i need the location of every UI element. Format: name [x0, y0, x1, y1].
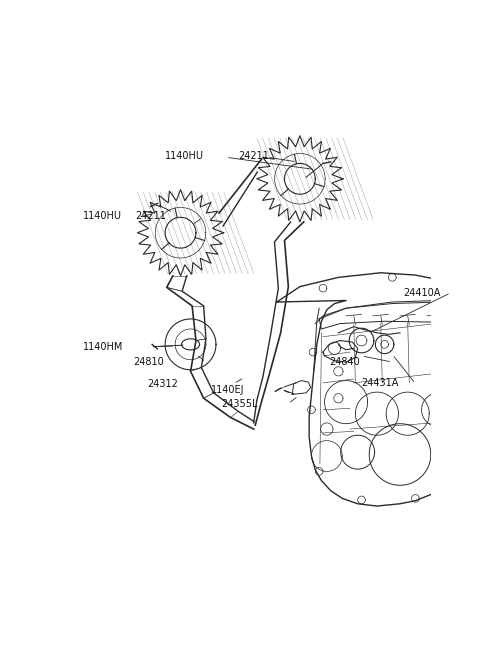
Text: 24810: 24810: [133, 357, 164, 367]
Text: 1140HU: 1140HU: [83, 211, 122, 221]
Text: 1140HM: 1140HM: [83, 342, 123, 352]
Text: 24431A: 24431A: [361, 378, 399, 388]
Text: 24410A: 24410A: [403, 288, 441, 298]
Text: 24355L: 24355L: [221, 399, 258, 409]
Text: 1140EJ: 1140EJ: [211, 385, 244, 395]
Text: 1140HU: 1140HU: [166, 151, 204, 161]
Text: 24211: 24211: [238, 151, 269, 161]
Text: 24211: 24211: [135, 211, 166, 221]
Text: 24840: 24840: [329, 357, 360, 367]
Text: 24312: 24312: [147, 379, 178, 388]
